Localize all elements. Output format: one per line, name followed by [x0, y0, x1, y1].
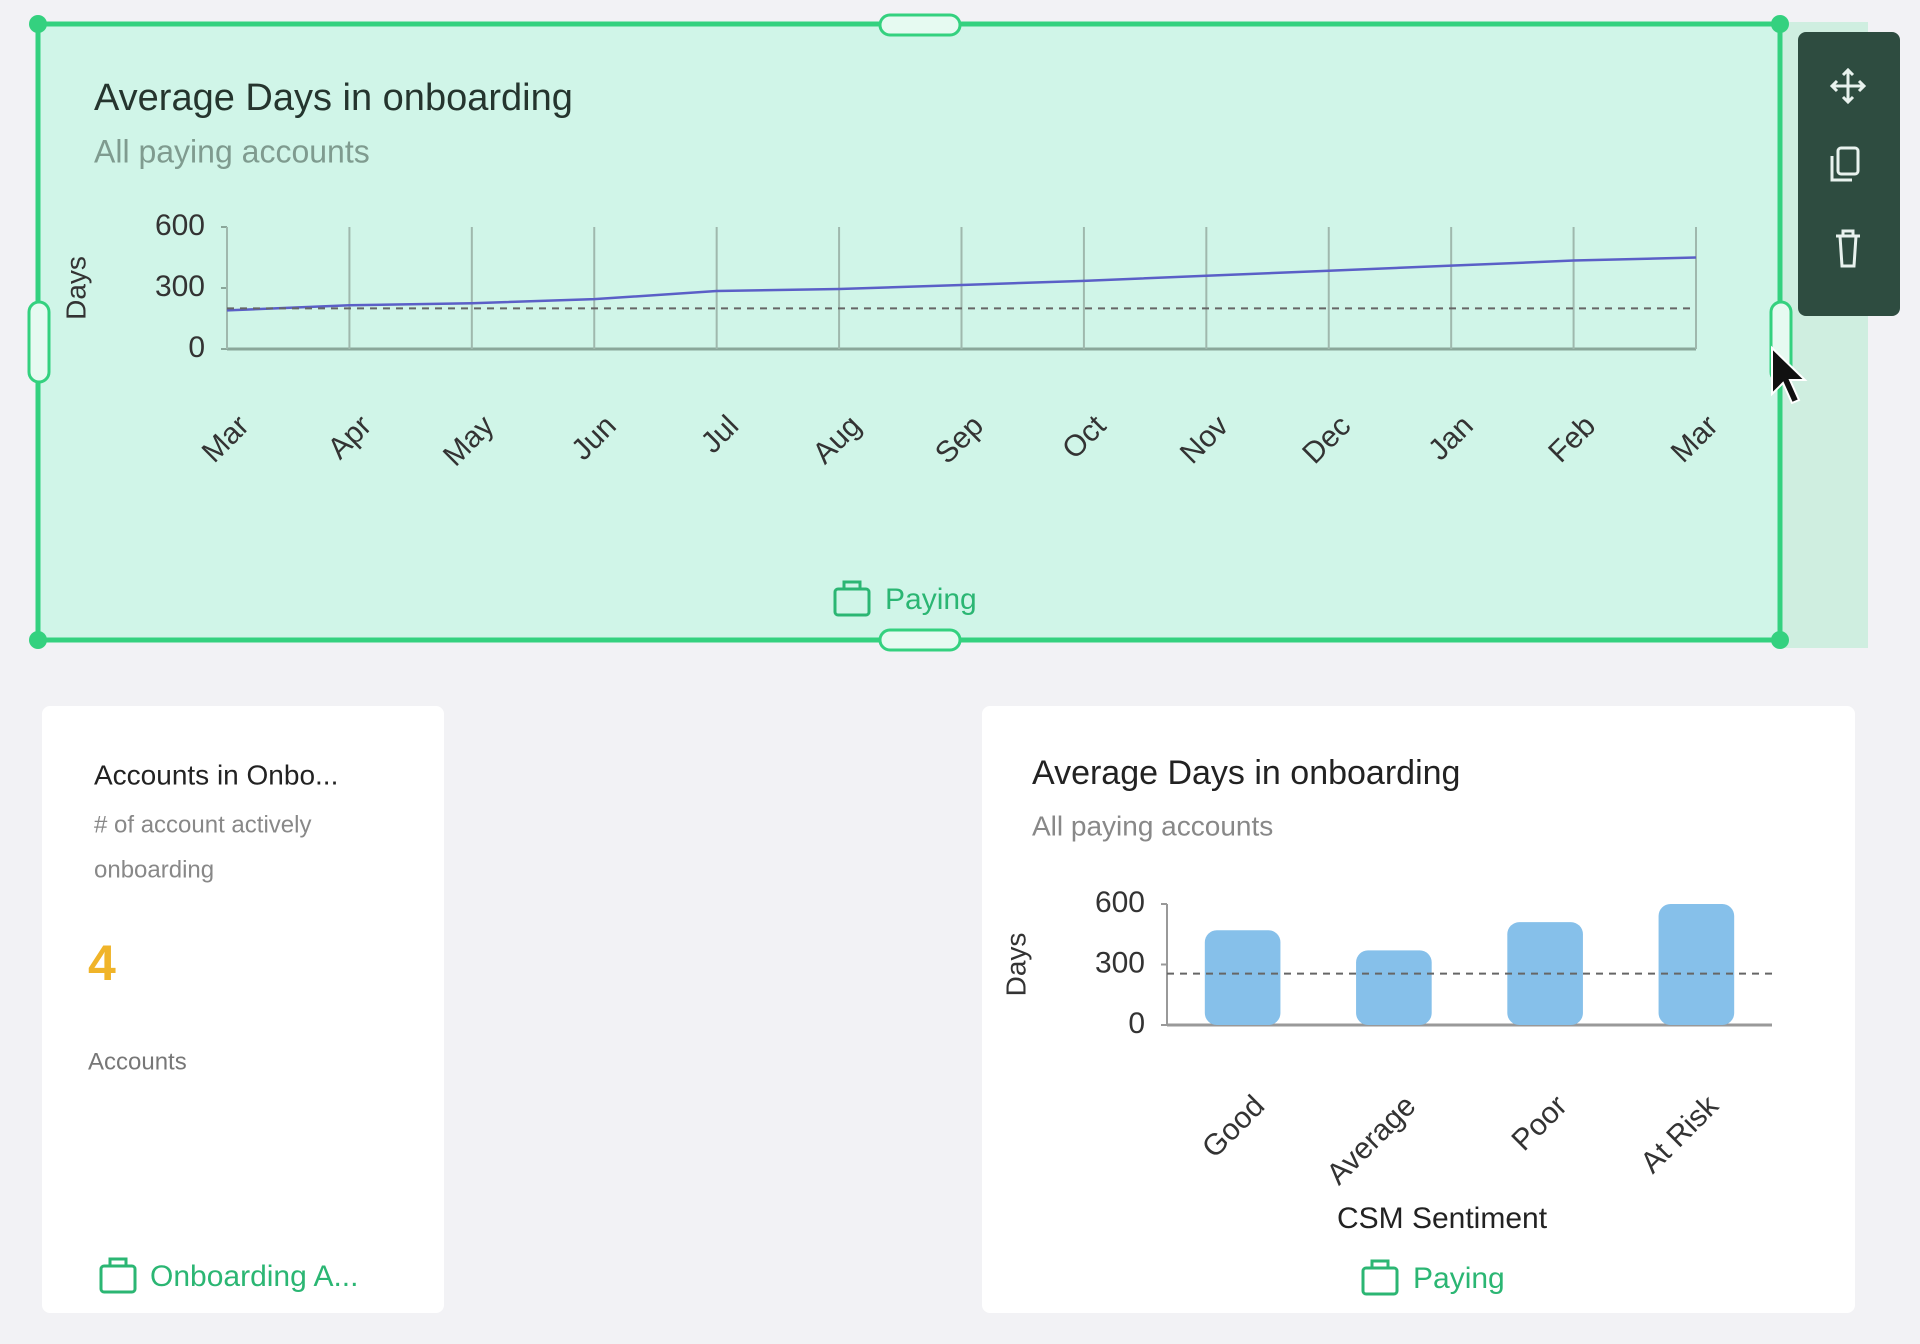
footer-tag[interactable]: Paying — [1413, 1262, 1505, 1295]
duplicate-button[interactable] — [1830, 146, 1860, 182]
move-button[interactable] — [1829, 67, 1867, 105]
y-axis-label: Days — [1000, 933, 1031, 997]
chart-subtitle: All paying accounts — [1032, 810, 1273, 841]
y-axis-label: Days — [60, 256, 91, 320]
kpi-footer-tag[interactable]: Onboarding A... — [150, 1260, 358, 1293]
tag-icon — [1361, 1259, 1399, 1296]
bar — [1356, 950, 1432, 1025]
chart-subtitle: All paying accounts — [94, 133, 370, 169]
y-tick-label: 600 — [1095, 886, 1145, 919]
chart-title: Average Days in onboarding — [1032, 754, 1460, 792]
kpi-value: 4 — [88, 935, 116, 991]
tag-icon — [833, 580, 871, 617]
tag-icon-body — [833, 587, 871, 617]
delete-button[interactable] — [1836, 229, 1860, 268]
tag-icon — [99, 1257, 137, 1294]
kpi-title: Accounts in Onbo... — [94, 759, 338, 790]
tag-icon-handle — [842, 580, 862, 589]
y-tick-label: 0 — [188, 331, 205, 364]
y-tick-label: 300 — [1095, 946, 1145, 979]
mouse-cursor — [1771, 345, 1808, 405]
bar — [1204, 930, 1281, 1025]
y-tick-label: 600 — [155, 209, 205, 242]
kpi-unit: Accounts — [88, 1048, 187, 1075]
bar — [1658, 904, 1735, 1025]
tag-icon-handle — [1370, 1259, 1390, 1268]
data-line — [226, 256, 1697, 312]
kpi-card[interactable] — [42, 706, 444, 1313]
y-tick-label: 0 — [1128, 1007, 1145, 1040]
chart-title: Average Days in onboarding — [94, 77, 573, 119]
selected-card[interactable] — [35, 21, 1783, 643]
tag-icon-body — [1361, 1266, 1399, 1296]
footer-tag[interactable]: Paying — [885, 583, 977, 616]
y-tick-label: 300 — [155, 270, 205, 303]
resize-handles[interactable] — [29, 15, 1789, 649]
toolbar-icons — [1829, 67, 1867, 268]
kpi-subtitle: # of account actively — [94, 811, 311, 838]
kpi-subtitle: onboarding — [94, 856, 214, 883]
x-axis-label: CSM Sentiment — [1337, 1202, 1548, 1235]
